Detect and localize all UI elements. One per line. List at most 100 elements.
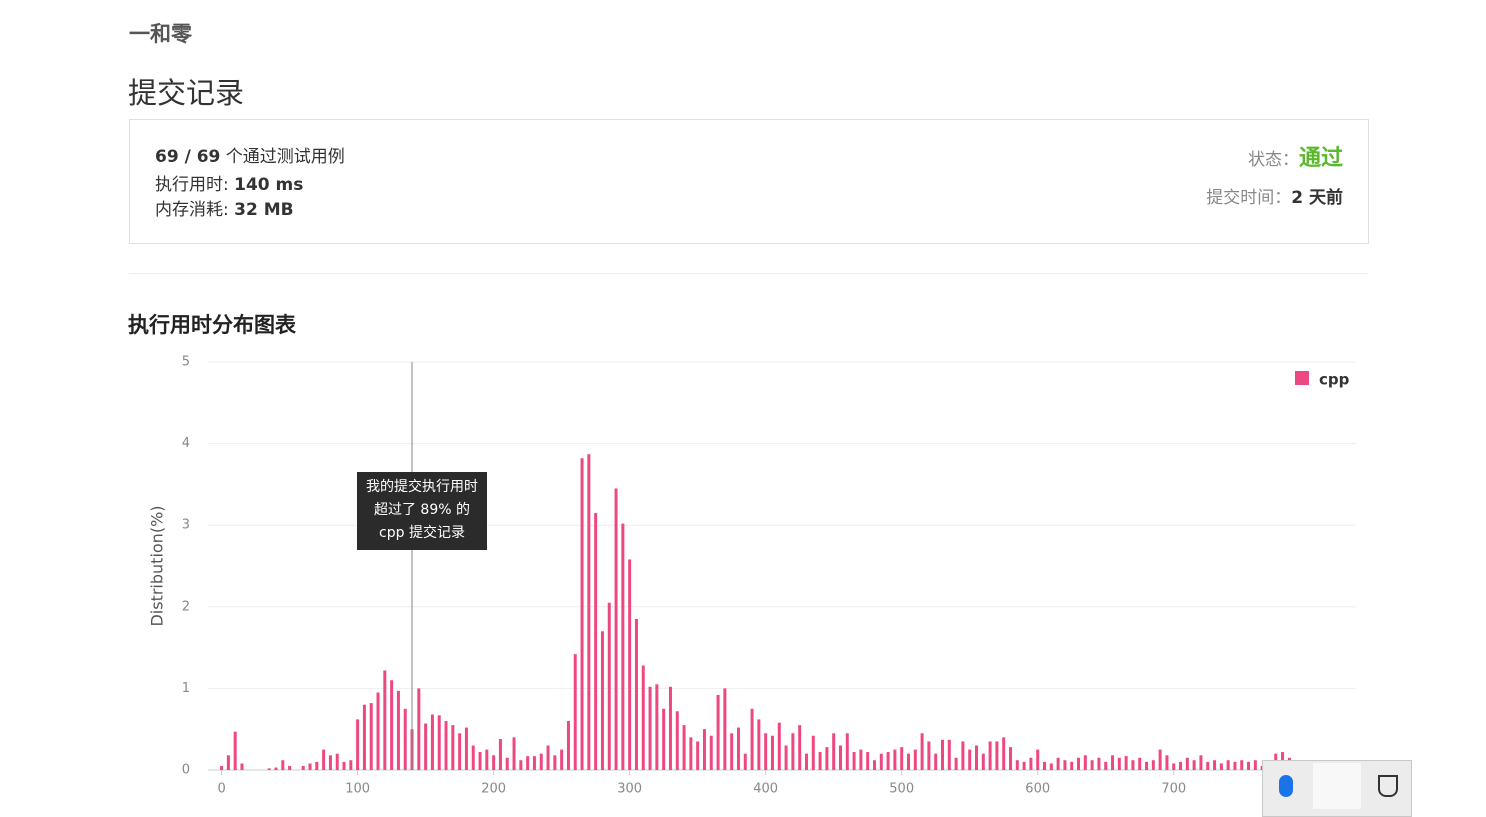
memory-label: 内存消耗: [155, 200, 229, 220]
bar [492, 755, 496, 770]
bar [893, 749, 897, 770]
bar [995, 741, 999, 770]
bar [403, 708, 407, 770]
bar [573, 654, 577, 770]
tests-label: 个通过测试用例 [225, 147, 345, 167]
bar [1022, 761, 1026, 770]
bar [757, 719, 761, 770]
bar [1111, 755, 1115, 770]
tests-passed: 69 / 69 [155, 147, 221, 167]
status-line: 状态：通过 [1248, 140, 1343, 172]
bar [1009, 747, 1013, 770]
bar [784, 745, 788, 770]
bar [539, 753, 543, 770]
bar [662, 708, 666, 770]
bar [424, 723, 428, 770]
bar [1213, 760, 1217, 770]
x-tick-label: 600 [1025, 782, 1050, 797]
bar [220, 765, 224, 770]
bar [1233, 761, 1237, 770]
time-value: 2 天前 [1291, 188, 1343, 208]
bar [1002, 737, 1006, 770]
bar [580, 458, 584, 770]
bar [390, 680, 394, 770]
bar [1043, 761, 1047, 770]
page-title: 提交记录 [128, 76, 245, 110]
time-line: 提交时间：2 天前 [1206, 183, 1343, 208]
bar [308, 763, 312, 770]
bar [730, 733, 734, 770]
bar [566, 721, 570, 770]
bar [519, 760, 523, 770]
y-tick-label: 2 [182, 599, 190, 614]
bar [267, 768, 271, 770]
bar [675, 711, 679, 770]
bar [913, 749, 917, 770]
bar [1226, 760, 1230, 770]
x-tick-label: 500 [889, 782, 914, 797]
bar [328, 755, 332, 770]
bar [349, 760, 353, 770]
x-tick-label: 300 [617, 782, 642, 797]
bar [485, 749, 489, 770]
bar [641, 665, 645, 770]
problem-name[interactable]: 一和零 [129, 22, 192, 46]
bar [1049, 763, 1053, 770]
bar [1056, 757, 1060, 770]
bar [668, 686, 672, 770]
bar [1185, 757, 1189, 770]
bar [879, 753, 883, 770]
bar [362, 704, 366, 770]
bar [1097, 757, 1101, 770]
tooltip-line: 我的提交执行用时 [366, 479, 478, 495]
bar [1199, 755, 1203, 770]
bar [811, 735, 815, 770]
bar [736, 727, 740, 770]
bar [900, 747, 904, 770]
bar [546, 745, 550, 770]
bar [369, 703, 373, 770]
bar [1090, 760, 1094, 770]
bar [498, 738, 502, 770]
bar [1029, 757, 1033, 770]
bar [777, 722, 781, 770]
bar [866, 752, 870, 770]
bluetooth-icon[interactable] [1279, 775, 1293, 797]
bar [430, 714, 434, 770]
bar [764, 733, 768, 770]
bar [451, 725, 455, 770]
divider [129, 273, 1368, 274]
bar [906, 753, 910, 770]
bar [396, 690, 400, 770]
bar [804, 753, 808, 770]
bar [791, 733, 795, 770]
bar [301, 765, 305, 770]
memory-line: 内存消耗: 32 MB [155, 195, 294, 220]
bar [383, 670, 387, 770]
tray-icon[interactable] [1313, 763, 1361, 809]
security-icon[interactable] [1378, 775, 1398, 797]
bar [614, 488, 618, 770]
bar [1138, 757, 1142, 770]
bar [954, 757, 958, 770]
bar [1077, 757, 1081, 770]
bar [464, 727, 468, 770]
bar [322, 749, 326, 770]
bar [1240, 760, 1244, 770]
bar [886, 752, 890, 770]
bar [471, 745, 475, 770]
bar [1083, 755, 1087, 770]
bar [594, 512, 598, 770]
bar [444, 721, 448, 770]
tooltip-line: 超过了 89% 的 [373, 502, 471, 518]
bar [1206, 761, 1210, 770]
bar [288, 765, 292, 770]
bar [723, 688, 727, 770]
y-axis-label: Distribution(%) [148, 505, 167, 626]
bar [1070, 761, 1074, 770]
legend-swatch [1295, 371, 1309, 385]
x-tick-label: 400 [753, 782, 778, 797]
bar [1172, 763, 1176, 770]
bar [743, 753, 747, 770]
status-value[interactable]: 通过 [1298, 146, 1343, 171]
